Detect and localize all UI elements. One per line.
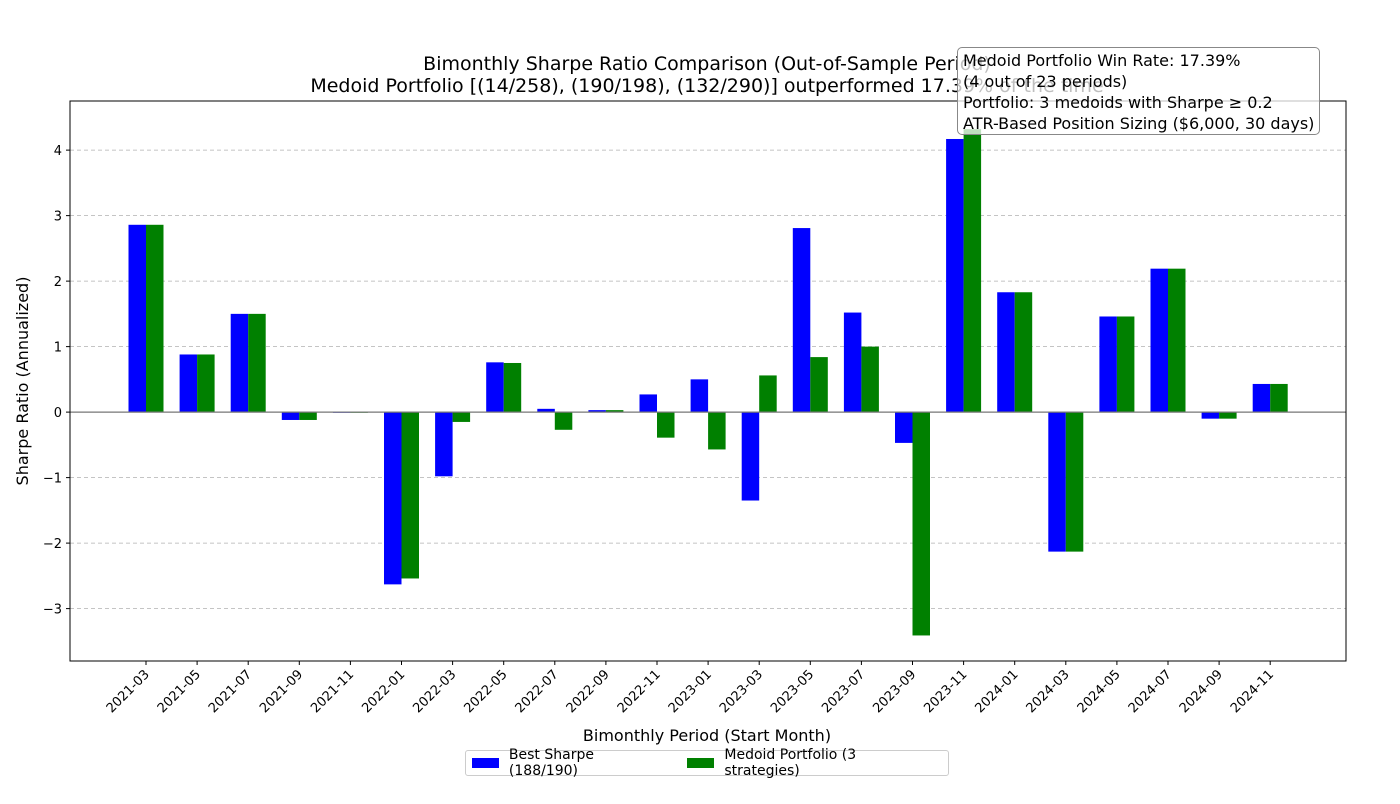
x-tick-label: 2021-11	[308, 667, 357, 716]
legend-swatch-blue	[472, 758, 499, 768]
y-tick-label: 4	[54, 144, 62, 159]
x-tick-label: 2021-03	[104, 667, 153, 716]
x-tick-label: 2023-09	[870, 667, 919, 716]
bar-best-sharpe-2023-09	[895, 412, 913, 443]
bar-best-sharpe-2021-09	[281, 412, 300, 420]
x-tick-label: 2022-07	[513, 667, 562, 716]
annotation-line-3: Portfolio: 3 medoids with Sharpe ≥ 0.2	[963, 93, 1273, 112]
x-tick-label: 2022-11	[615, 667, 664, 716]
x-tick-label: 2022-09	[564, 667, 613, 716]
bar-best-sharpe-2024-03	[1048, 412, 1066, 552]
bar-best-sharpe-2023-01	[690, 379, 709, 413]
y-tick-label: 2	[54, 275, 62, 290]
y-tick-label: 1	[54, 341, 62, 356]
bar-best-sharpe-2022-09	[588, 410, 606, 413]
bar-medoid-2024-11	[1270, 383, 1288, 413]
chart-subtitle: Medoid Portfolio [(14/258), (190/198), (…	[310, 75, 1103, 97]
x-tick-label: 2024-07	[1126, 667, 1175, 716]
bar-best-sharpe-2021-03	[128, 224, 146, 413]
legend-swatch-green	[687, 758, 715, 768]
legend-item-medoid: Medoid Portfolio (3 strategies)	[687, 747, 928, 779]
bar-medoid-2024-05	[1116, 316, 1135, 413]
bar-medoid-2024-01	[1014, 292, 1033, 413]
bar-best-sharpe-2021-05	[179, 354, 198, 413]
bar-medoid-2021-07	[248, 313, 266, 413]
x-tick-label: 2023-07	[819, 667, 868, 716]
win-rate-annotation: Medoid Portfolio Win Rate: 17.39% (4 out…	[957, 47, 1320, 135]
bar-medoid-2024-07	[1168, 268, 1186, 413]
bar-medoid-2024-09	[1219, 412, 1237, 419]
x-tick-label: 2021-07	[206, 667, 255, 716]
x-tick-label: 2024-01	[973, 667, 1022, 716]
bar-medoid-2022-11	[657, 412, 675, 438]
bar-best-sharpe-2022-03	[435, 412, 453, 477]
bars	[128, 129, 1288, 636]
bar-medoid-2023-11	[963, 129, 982, 413]
bar-medoid-2022-09	[605, 410, 624, 413]
bar-best-sharpe-2023-11	[946, 138, 964, 413]
x-tick-label: 2023-01	[666, 667, 715, 716]
y-tick-label: −1	[43, 472, 62, 487]
bar-medoid-2024-03	[1065, 412, 1084, 552]
bar-best-sharpe-2024-07	[1150, 268, 1168, 413]
bar-best-sharpe-2022-07	[537, 408, 555, 413]
x-tick-label: 2021-09	[257, 667, 306, 716]
x-tick-label: 2023-11	[921, 667, 970, 716]
annotation-line-1: Medoid Portfolio Win Rate: 17.39%	[963, 51, 1241, 70]
bar-best-sharpe-2024-09	[1201, 412, 1220, 419]
bar-medoid-2021-09	[299, 412, 317, 420]
bar-medoid-2021-03	[146, 224, 164, 413]
legend-item-best-sharpe: Best Sharpe (188/190)	[472, 747, 661, 779]
bar-best-sharpe-2024-05	[1099, 316, 1117, 413]
bar-best-sharpe-2024-01	[997, 292, 1015, 413]
bar-best-sharpe-2023-07	[843, 312, 862, 413]
bar-best-sharpe-2022-11	[639, 394, 657, 413]
x-tick-label: 2024-03	[1024, 667, 1073, 716]
bar-best-sharpe-2022-05	[486, 362, 504, 413]
x-tick-label: 2021-05	[155, 667, 204, 716]
bar-medoid-2022-03	[452, 412, 471, 422]
y-tick-label: 3	[54, 210, 62, 225]
bar-medoid-2022-07	[554, 412, 573, 430]
bar-best-sharpe-2023-05	[792, 228, 811, 413]
annotation-line-4: ATR-Based Position Sizing ($6,000, 30 da…	[963, 114, 1315, 133]
bar-medoid-2023-03	[759, 375, 777, 413]
x-tick-label: 2022-03	[410, 667, 459, 716]
x-tick-label: 2022-01	[359, 667, 408, 716]
legend-label-medoid: Medoid Portfolio (3 strategies)	[724, 747, 857, 779]
legend-label-best-sharpe: Best Sharpe (188/190)	[508, 747, 594, 779]
x-axis-label: Bimonthly Period (Start Month)	[583, 726, 831, 745]
bar-medoid-2023-01	[708, 412, 726, 450]
y-tick-label: −3	[43, 603, 62, 618]
y-axis-label: Sharpe Ratio (Annualized)	[13, 277, 32, 486]
bar-best-sharpe-2024-11	[1252, 383, 1271, 413]
x-tick-label: 2023-03	[717, 667, 766, 716]
y-tick-label: −2	[43, 537, 62, 552]
bar-best-sharpe-2023-03	[741, 412, 760, 501]
chart-title: Bimonthly Sharpe Ratio Comparison (Out-o…	[423, 53, 991, 75]
x-tick-label: 2022-05	[462, 667, 511, 716]
bar-best-sharpe-2021-07	[230, 313, 249, 413]
x-tick-label: 2024-11	[1228, 667, 1277, 716]
bar-medoid-2022-01	[401, 412, 419, 579]
bar-medoid-2023-05	[810, 357, 828, 413]
annotation-line-2: (4 out of 23 periods)	[963, 72, 1128, 91]
bar-medoid-2023-07	[861, 346, 879, 413]
bar-medoid-2021-05	[197, 354, 215, 413]
x-tick-label: 2024-05	[1075, 667, 1124, 716]
chart-legend: Best Sharpe (188/190) Medoid Portfolio (…	[465, 747, 949, 779]
x-tick-label: 2024-09	[1177, 667, 1226, 716]
bar-best-sharpe-2022-01	[384, 412, 402, 585]
y-tick-label: 0	[54, 406, 62, 421]
bar-medoid-2023-09	[912, 412, 930, 636]
x-tick-label: 2023-05	[768, 667, 817, 716]
bar-medoid-2022-05	[503, 362, 522, 413]
